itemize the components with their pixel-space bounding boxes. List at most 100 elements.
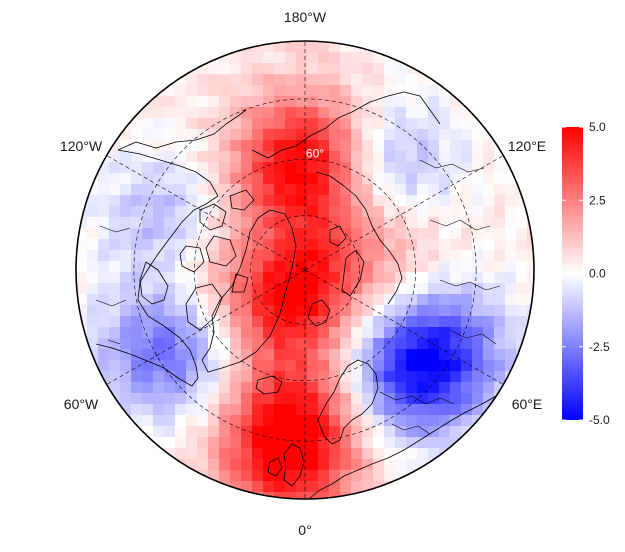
- heatmap-cell: [87, 250, 99, 262]
- heatmap-cell: [494, 162, 506, 174]
- heatmap-cell: [439, 437, 451, 449]
- heatmap-cell: [395, 305, 407, 317]
- heatmap-cell: [296, 129, 308, 141]
- heatmap-cell: [274, 217, 286, 229]
- heatmap-cell: [340, 184, 352, 196]
- heatmap-cell: [373, 63, 385, 75]
- heatmap-cell: [351, 272, 363, 284]
- heatmap-cell: [373, 239, 385, 251]
- heatmap-cell: [219, 107, 231, 119]
- heatmap-cell: [241, 217, 253, 229]
- heatmap-cell: [197, 63, 209, 75]
- heatmap-cell: [472, 239, 484, 251]
- heatmap-cell: [351, 151, 363, 163]
- colorbar-tick-label: 5.0: [589, 120, 606, 134]
- heatmap-cell: [142, 305, 154, 317]
- heatmap-cell: [329, 41, 341, 53]
- heatmap-cell: [175, 162, 187, 174]
- heatmap-cell: [472, 272, 484, 284]
- heatmap-cell: [395, 217, 407, 229]
- heatmap-cell: [197, 195, 209, 207]
- heatmap-cell: [373, 360, 385, 372]
- heatmap-cell: [373, 327, 385, 339]
- heatmap-cell: [131, 338, 143, 350]
- heatmap-cell: [87, 239, 99, 251]
- heatmap-cell: [263, 140, 275, 152]
- heatmap-cell: [428, 393, 440, 405]
- heatmap-cell: [164, 437, 176, 449]
- heatmap-cell: [131, 415, 143, 427]
- heatmap-cell: [362, 217, 374, 229]
- heatmap-cell: [527, 283, 534, 295]
- heatmap-cell: [505, 382, 517, 394]
- heatmap-cell: [175, 107, 187, 119]
- heatmap-cell: [395, 382, 407, 394]
- heatmap-cell: [472, 327, 484, 339]
- heatmap-cell: [351, 327, 363, 339]
- heatmap-cell: [384, 327, 396, 339]
- heatmap-cell: [505, 305, 517, 317]
- heatmap-cell: [296, 459, 308, 471]
- heatmap-cell: [241, 459, 253, 471]
- heatmap-cell: [109, 404, 121, 416]
- heatmap-cell: [274, 437, 286, 449]
- heatmap-cell: [153, 437, 165, 449]
- heatmap-cell: [351, 437, 363, 449]
- heatmap-cell: [274, 118, 286, 130]
- heatmap-cell: [483, 338, 495, 350]
- heatmap-cell: [395, 294, 407, 306]
- heatmap-cell: [483, 129, 495, 141]
- heatmap-cell: [362, 239, 374, 251]
- heatmap-cell: [318, 129, 330, 141]
- heatmap-cell: [318, 173, 330, 185]
- heatmap-cell: [296, 250, 308, 262]
- heatmap-cell: [230, 129, 242, 141]
- heatmap-cell: [318, 283, 330, 295]
- heatmap-cell: [219, 239, 231, 251]
- heatmap-cell: [461, 360, 473, 372]
- heatmap-cell: [285, 272, 297, 284]
- heatmap-cell: [439, 118, 451, 130]
- heatmap-cell: [384, 140, 396, 152]
- heatmap-cell: [263, 327, 275, 339]
- heatmap-cell: [483, 371, 495, 383]
- heatmap-cell: [318, 195, 330, 207]
- heatmap-cell: [230, 448, 242, 460]
- heatmap-cell: [307, 140, 319, 152]
- heatmap-cell: [208, 85, 220, 97]
- heatmap-cell: [131, 316, 143, 328]
- heatmap-cell: [428, 129, 440, 141]
- heatmap-cell: [307, 283, 319, 295]
- heatmap-cell: [197, 239, 209, 251]
- heatmap-cell: [362, 349, 374, 361]
- heatmap-cell: [98, 283, 110, 295]
- heatmap-cell: [153, 217, 165, 229]
- heatmap-cell: [164, 360, 176, 372]
- heatmap-cell: [197, 382, 209, 394]
- heatmap-cell: [186, 228, 198, 240]
- heatmap-cell: [274, 228, 286, 240]
- heatmap-cell: [263, 349, 275, 361]
- colorbar-tick-label: -5.0: [589, 413, 610, 427]
- heatmap-cell: [208, 129, 220, 141]
- heatmap-cell: [340, 305, 352, 317]
- heatmap-cell: [527, 250, 534, 262]
- heatmap-cell: [307, 305, 319, 317]
- heatmap-cell: [340, 492, 352, 499]
- heatmap-cell: [461, 327, 473, 339]
- heatmap-cell: [87, 162, 99, 174]
- heatmap-cell: [428, 140, 440, 152]
- heatmap-cell: [186, 415, 198, 427]
- heatmap-cell: [362, 492, 374, 499]
- heatmap-cell: [505, 327, 517, 339]
- heatmap-cell: [483, 184, 495, 196]
- heatmap-cell: [406, 140, 418, 152]
- heatmap-cell: [164, 107, 176, 119]
- heatmap-cell: [274, 151, 286, 163]
- heatmap-cell: [450, 217, 462, 229]
- heatmap-cell: [263, 305, 275, 317]
- heatmap-cell: [274, 371, 286, 383]
- heatmap-cell: [274, 470, 286, 482]
- heatmap-cell: [197, 349, 209, 361]
- heatmap-cell: [285, 228, 297, 240]
